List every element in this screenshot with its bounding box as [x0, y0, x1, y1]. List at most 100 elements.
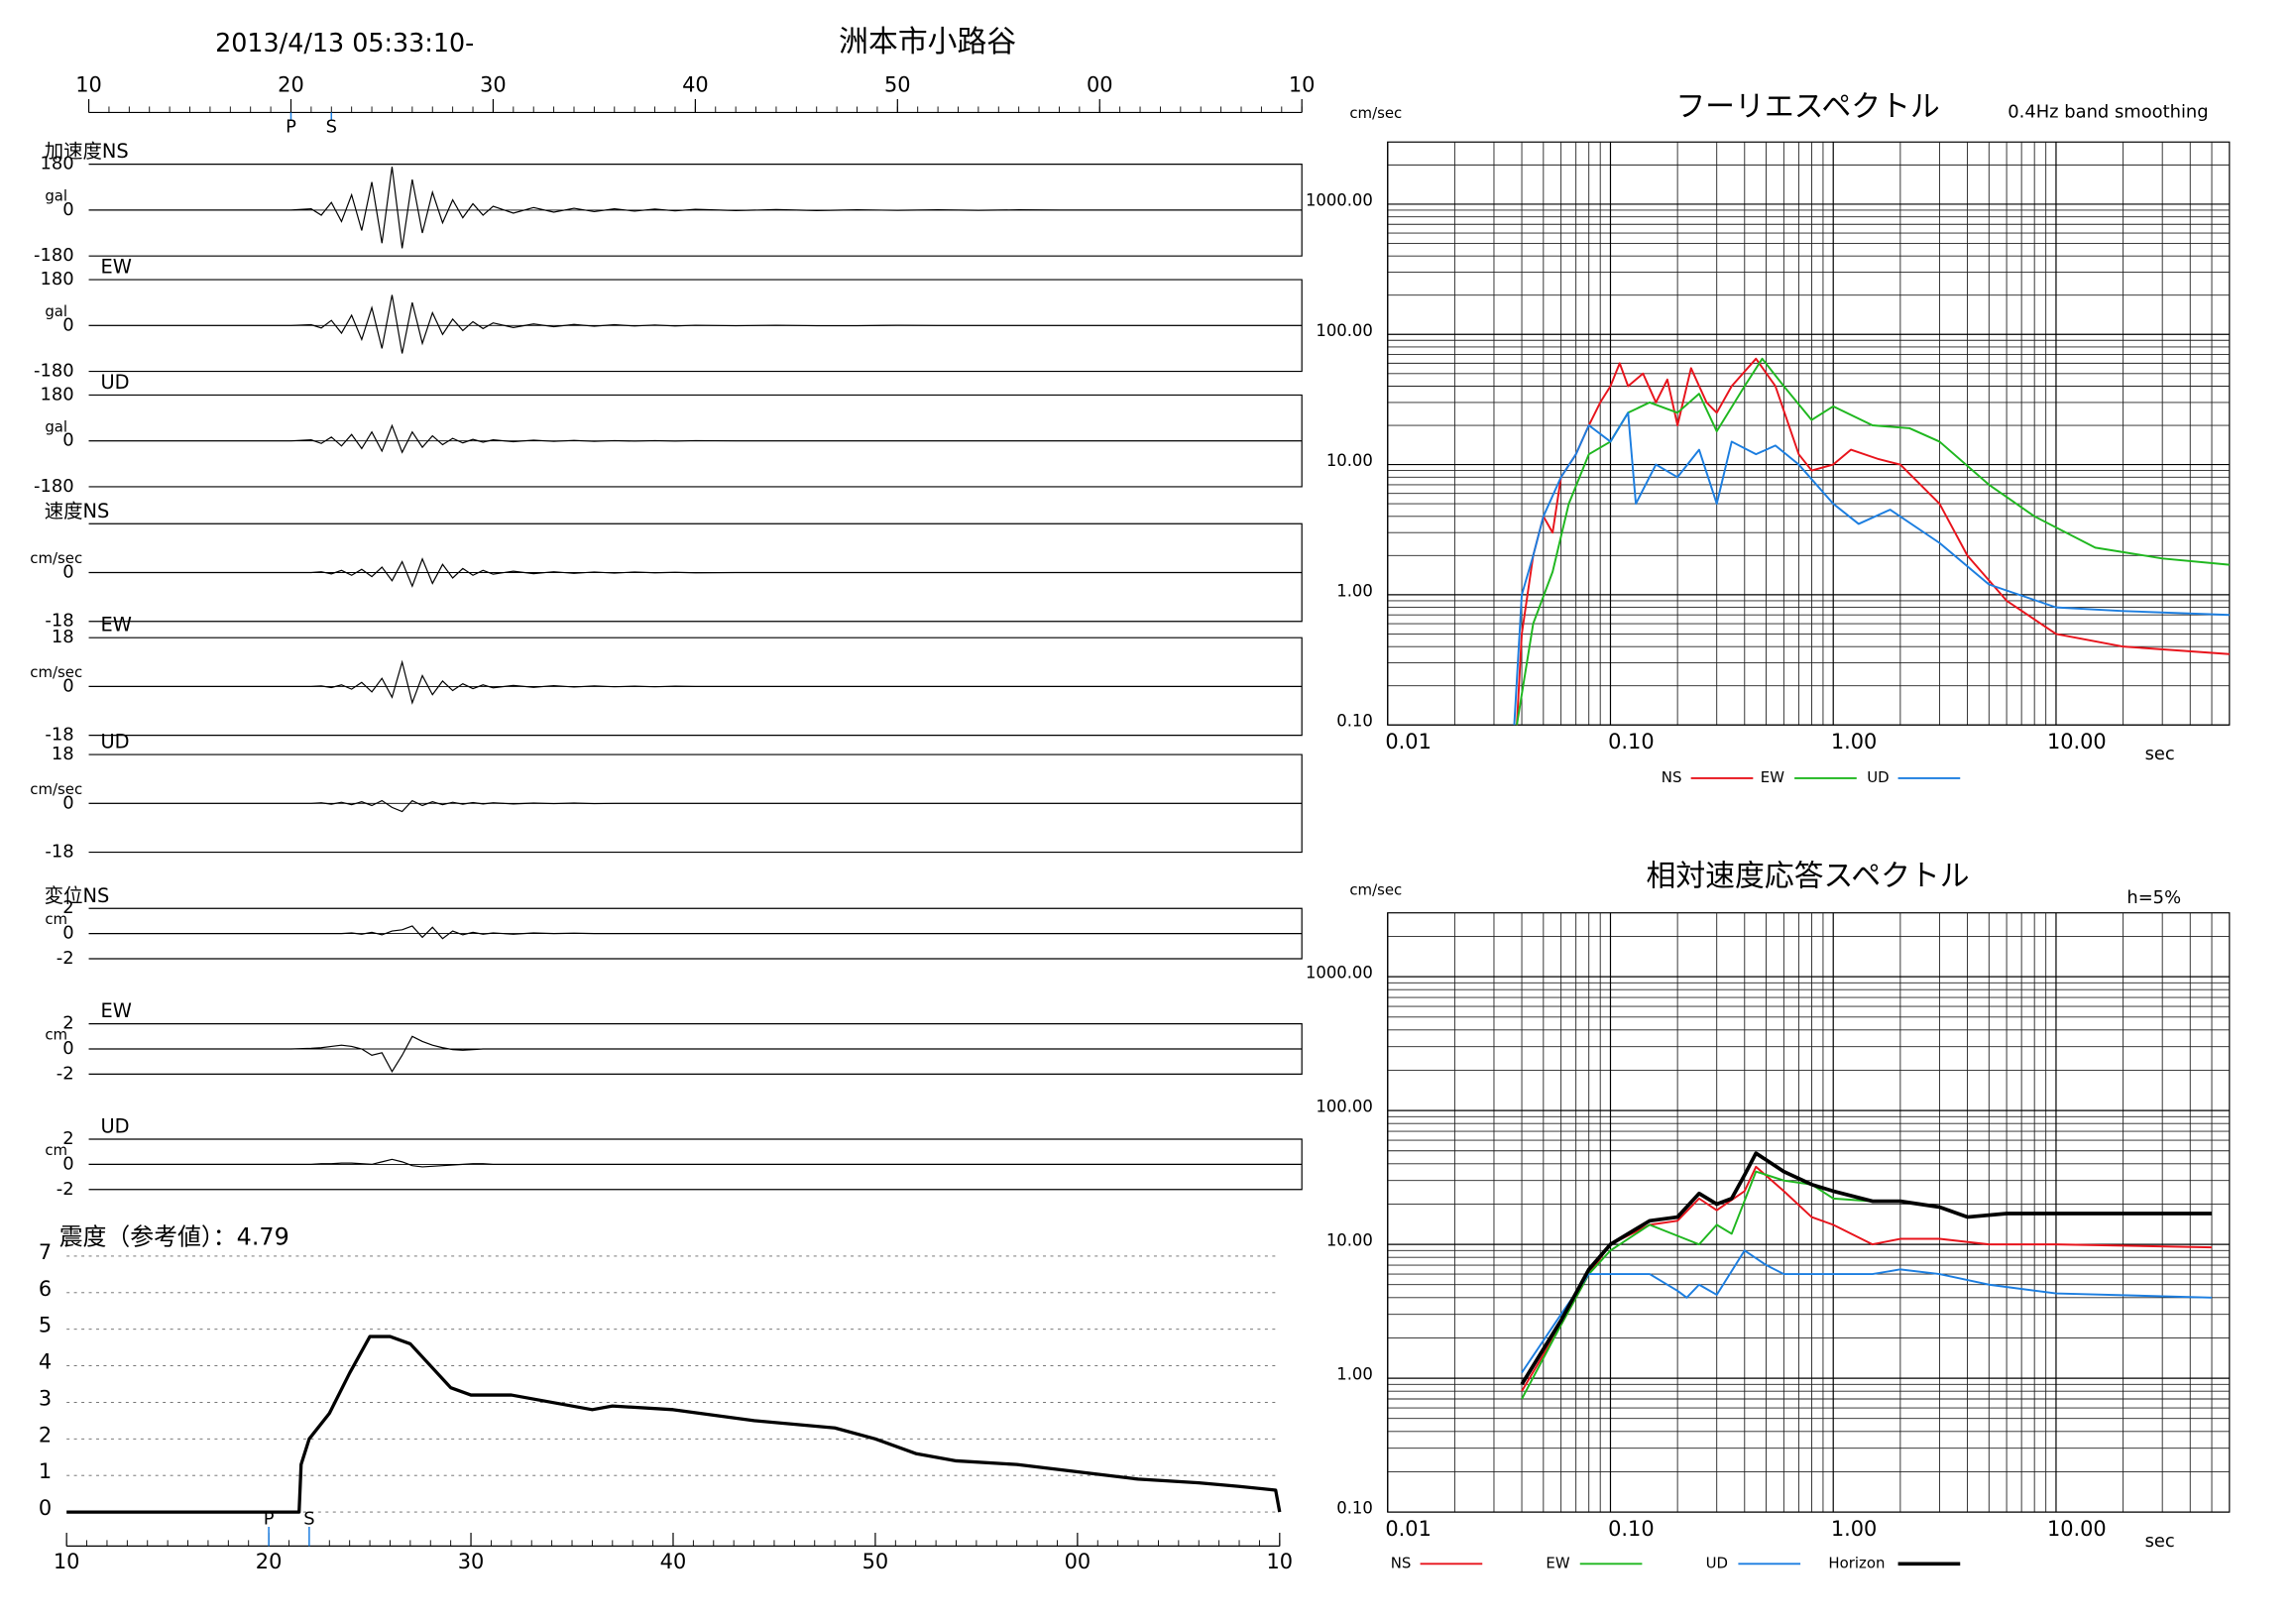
y-axis-label: cm/sec: [1349, 104, 1402, 122]
x-tick-label: 0.10: [1608, 1517, 1654, 1541]
panel-frame: [88, 522, 1303, 623]
phase-label: P: [286, 116, 296, 137]
series-line: [1516, 357, 2230, 726]
y-tick-label: -2: [57, 1063, 74, 1084]
series-line: [1516, 357, 2230, 726]
y-tick-label: 1: [39, 1459, 52, 1483]
y-tick-label: 0: [62, 1153, 73, 1174]
x-tick-label: 10.00: [2047, 730, 2107, 754]
series-line: [1521, 1249, 2213, 1374]
legend-label: NS: [1662, 768, 1682, 786]
y-tick-label: 100.00: [1316, 1098, 1372, 1116]
legend-label: Horizon: [1828, 1554, 1885, 1571]
y-tick-label: 0: [62, 199, 73, 220]
panel-frame: [88, 1023, 1303, 1075]
panel-label: EW: [100, 256, 131, 279]
unit-label: cm/sec: [30, 663, 82, 681]
y-tick-label: 2: [62, 1013, 73, 1034]
x-tick-label: 10.00: [2047, 1517, 2107, 1541]
unit-label: cm/sec: [30, 780, 82, 798]
unit-label: cm: [45, 1026, 67, 1044]
phase-label: S: [303, 1509, 314, 1530]
panel-label: EW: [100, 999, 131, 1022]
x-tick-label: 20: [256, 1550, 283, 1573]
y-tick-label: 0: [62, 675, 73, 696]
unit-label: cm: [45, 910, 67, 928]
panel-frame: [88, 279, 1303, 373]
y-tick-label: 0.10: [1336, 1499, 1373, 1518]
y-tick-label: 2: [62, 897, 73, 918]
y-tick-label: -18: [45, 725, 73, 746]
y-tick-label: 180: [40, 269, 73, 290]
chart-title: 震度（参考値）：4.79: [59, 1223, 289, 1251]
y-tick-label: -18: [45, 842, 73, 863]
x-tick-label: 10: [54, 1550, 80, 1573]
x-tick-label: 10: [1267, 1550, 1294, 1573]
panel-label: UD: [100, 731, 129, 754]
y-tick-label: 2: [39, 1423, 52, 1447]
y-tick-label: 1000.00: [1306, 964, 1373, 983]
y-tick-label: 7: [39, 1240, 52, 1264]
x-tick-label: 00: [1087, 73, 1113, 97]
panel-label: EW: [100, 614, 131, 637]
y-tick-label: -18: [45, 611, 73, 632]
legend-label: UD: [1867, 768, 1889, 786]
y-tick-label: -180: [34, 476, 74, 497]
panel-label: UD: [100, 371, 129, 394]
panel-frame: [88, 754, 1303, 854]
x-tick-label: 30: [480, 73, 507, 97]
x-tick-label: 10: [1289, 73, 1316, 97]
waveform: [88, 167, 1303, 249]
y-tick-label: 18: [52, 627, 74, 647]
y-tick-label: 180: [40, 154, 73, 174]
y-tick-label: 10.00: [1326, 451, 1373, 470]
x-tick-label: 10: [75, 73, 102, 97]
series-line: [1521, 1170, 2213, 1400]
y-tick-label: 100.00: [1316, 321, 1372, 340]
panel-frame: [88, 637, 1303, 737]
y-tick-label: -2: [57, 948, 74, 969]
x-tick-label: 30: [458, 1550, 485, 1573]
y-tick-label: 3: [39, 1386, 52, 1410]
panel-label: 速度NS: [45, 500, 110, 522]
x-tick-label: 00: [1065, 1550, 1091, 1573]
chart-subtitle: 0.4Hz band smoothing: [2008, 101, 2208, 122]
y-tick-label: 0.10: [1336, 712, 1373, 731]
unit-label: cm: [45, 1141, 67, 1159]
unit-label: cm/sec: [30, 549, 82, 567]
waveform: [88, 557, 1303, 588]
waveform: [88, 659, 1303, 705]
unit-label: gal: [45, 417, 67, 435]
chart-title: 相対速度応答スペクトル: [1647, 859, 1970, 893]
x-axis-label: sec: [2145, 744, 2175, 764]
panel-label: 加速度NS: [45, 140, 129, 163]
legend-label: UD: [1706, 1554, 1728, 1571]
y-tick-label: 1.00: [1336, 1365, 1373, 1384]
unit-label: gal: [45, 186, 67, 204]
intensity-line: [66, 1334, 1282, 1514]
phase-label: S: [326, 116, 337, 137]
x-tick-label: 0.01: [1385, 730, 1431, 754]
panel-frame: [88, 394, 1303, 488]
x-tick-label: 0.10: [1608, 730, 1654, 754]
legend-label: NS: [1391, 1554, 1412, 1571]
y-tick-label: -2: [57, 1179, 74, 1200]
chart-subtitle: h=5%: [2126, 887, 2181, 908]
y-tick-label: 1.00: [1336, 581, 1373, 600]
x-tick-label: 20: [278, 73, 304, 97]
y-tick-label: 18: [52, 744, 74, 764]
panel-label: UD: [100, 1115, 129, 1138]
x-tick-label: 1.00: [1831, 1517, 1877, 1541]
panel-frame: [88, 907, 1303, 960]
x-axis-label: sec: [2145, 1531, 2175, 1552]
y-tick-label: 4: [39, 1350, 52, 1374]
y-tick-label: 5: [39, 1314, 52, 1337]
x-tick-label: 1.00: [1831, 730, 1877, 754]
plot-frame: [1387, 141, 2231, 726]
x-tick-label: 40: [682, 73, 709, 97]
legend-label: EW: [1761, 768, 1784, 786]
station-name: 洲本市小路谷: [839, 25, 1016, 59]
x-tick-label: 40: [660, 1550, 687, 1573]
phase-label: P: [264, 1509, 275, 1530]
